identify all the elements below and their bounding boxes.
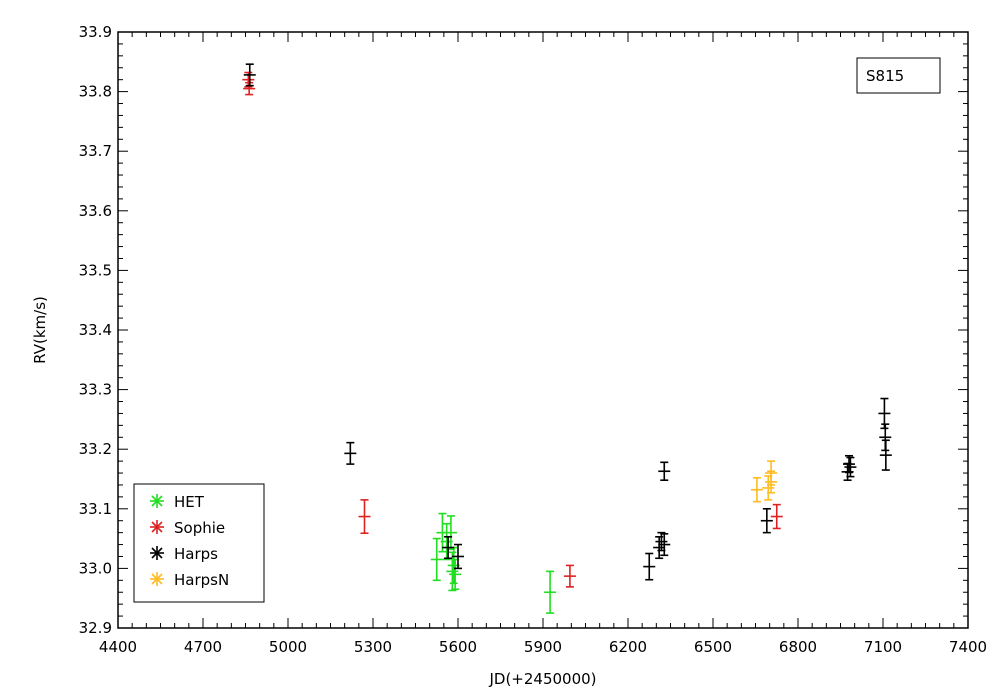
legend-frame <box>133 483 265 603</box>
x-tick-label: 5300 <box>354 638 392 656</box>
x-tick-label: 7400 <box>949 638 987 656</box>
legend-symbol <box>150 520 164 534</box>
y-tick-label: 33.0 <box>79 559 112 577</box>
legend-symbol-stroke <box>151 573 163 585</box>
star-label: S815 <box>866 67 904 85</box>
y-tick-label: 32.9 <box>79 619 112 637</box>
data-point <box>243 63 256 87</box>
x-tick-label: 4400 <box>99 638 137 656</box>
series-harpsn <box>750 460 778 503</box>
y-tick-label: 33.9 <box>79 23 112 41</box>
legend: HET Sophie Harps HarpsN <box>133 483 265 603</box>
legend-symbol-stroke <box>151 547 163 559</box>
data-point <box>658 461 671 481</box>
data-point <box>452 543 464 570</box>
series-het <box>430 512 557 614</box>
data-point <box>449 558 462 591</box>
data-point <box>440 522 453 561</box>
data-point <box>563 564 576 588</box>
data-point <box>843 454 855 474</box>
x-tick-label: 6200 <box>609 638 647 656</box>
data-point <box>844 456 857 478</box>
series-harps <box>243 63 892 581</box>
x-axis: 4400 4700 5000 5300 5600 5900 6200 6500 6800 7100… <box>99 32 987 656</box>
y-tick-label: 33.8 <box>79 83 112 101</box>
star-label-box: S815 <box>856 57 941 94</box>
legend-symbol <box>150 494 164 508</box>
legend-symbol <box>150 546 164 560</box>
data-point <box>750 477 763 503</box>
x-tick-label: 6500 <box>694 638 732 656</box>
data-point <box>770 503 783 530</box>
y-tick-label: 33.1 <box>79 500 112 518</box>
series-sophie <box>242 71 783 588</box>
x-tick-label: 4700 <box>184 638 222 656</box>
star-label-frame <box>856 57 941 94</box>
legend-symbol <box>150 572 164 586</box>
y-tick-label: 33.3 <box>79 381 112 399</box>
data-point <box>344 441 357 465</box>
legend-label: HET <box>174 493 205 511</box>
data-point <box>765 470 778 494</box>
y-axis-title: RV(km/s) <box>31 296 49 364</box>
data-point <box>879 439 892 471</box>
legend-label: HarpsN <box>174 571 229 589</box>
data-point <box>430 537 443 582</box>
data-point <box>544 570 557 614</box>
data-point <box>658 533 671 557</box>
x-tick-label: 6800 <box>779 638 817 656</box>
data-point <box>655 531 668 552</box>
x-tick-label: 5900 <box>524 638 562 656</box>
data-point <box>643 552 656 581</box>
legend-label: Harps <box>174 545 218 563</box>
y-tick-label: 33.4 <box>79 321 112 339</box>
x-axis-title: JD(+2450000) <box>488 670 596 688</box>
y-tick-label: 33.7 <box>79 142 112 160</box>
y-axis: 32.9 33.0 33.1 33.2 33.3 33.4 33.5 33.6 33.7 33.8… <box>79 23 968 637</box>
legend-symbol-stroke <box>151 495 163 507</box>
data-point <box>442 536 455 560</box>
y-tick-label: 33.5 <box>79 261 112 279</box>
data-point <box>760 507 773 534</box>
x-tick-label: 5600 <box>439 638 477 656</box>
data-point <box>762 475 775 501</box>
legend-symbol-stroke <box>151 521 163 533</box>
x-tick-label: 5000 <box>269 638 307 656</box>
y-tick-label: 33.6 <box>79 202 112 220</box>
x-tick-label: 7100 <box>864 638 902 656</box>
legend-label: Sophie <box>174 519 225 537</box>
y-tick-label: 33.2 <box>79 440 112 458</box>
data-point <box>358 499 371 535</box>
data-points <box>242 63 892 614</box>
